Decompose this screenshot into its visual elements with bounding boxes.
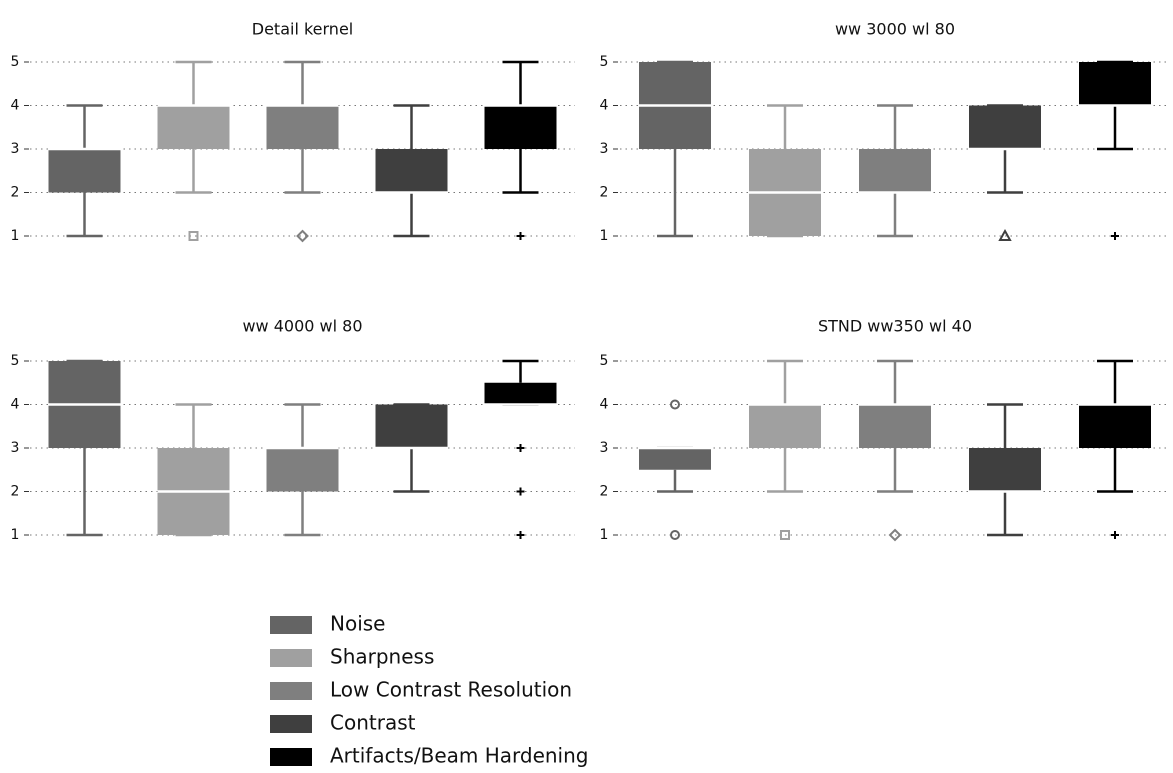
- y-tick-label: 2: [600, 185, 609, 201]
- box: [48, 149, 121, 193]
- outlier: [296, 229, 309, 243]
- box: [484, 105, 557, 149]
- y-tick-label: 3: [600, 440, 609, 456]
- outlier: [516, 487, 525, 496]
- box: [484, 382, 557, 405]
- y-tick-label: 4: [600, 98, 609, 114]
- outlier: [670, 399, 680, 410]
- y-tick-label: 1: [600, 527, 609, 543]
- y-tick-label: 1: [600, 228, 609, 244]
- legend-label: Contrast: [330, 711, 416, 735]
- box: [1079, 404, 1151, 448]
- y-tick-label: 4: [11, 397, 20, 413]
- box: [969, 105, 1041, 149]
- y-tick-label: 5: [600, 54, 609, 70]
- y-tick-label: 5: [600, 353, 609, 369]
- panel-title: ww 3000 wl 80: [835, 20, 955, 39]
- legend-label: Artifacts/Beam Hardening: [330, 744, 589, 768]
- legend-label: Low Contrast Resolution: [330, 678, 572, 702]
- box: [157, 105, 230, 149]
- box: [375, 149, 448, 193]
- y-tick-label: 3: [600, 141, 609, 157]
- legend-label: Sharpness: [330, 645, 434, 669]
- outlier: [888, 528, 902, 542]
- legend-swatch: [270, 649, 312, 667]
- legend-swatch: [270, 682, 312, 700]
- box: [859, 149, 931, 193]
- panel-title: ww 4000 wl 80: [242, 317, 362, 336]
- y-tick-label: 2: [11, 185, 20, 201]
- outlier: [1111, 232, 1119, 240]
- outlier: [516, 531, 525, 539]
- box: [859, 404, 931, 448]
- legend-label: Noise: [330, 612, 385, 636]
- panel-title: STND ww350 wl 40: [818, 317, 972, 336]
- box: [1079, 62, 1151, 106]
- y-tick-label: 2: [600, 484, 609, 500]
- outlier: [670, 530, 680, 540]
- outlier: [780, 530, 790, 540]
- y-tick-label: 1: [11, 527, 20, 543]
- outlier: [516, 444, 525, 452]
- y-tick-label: 1: [11, 228, 20, 244]
- legend-swatch: [270, 748, 312, 766]
- y-tick-label: 5: [11, 54, 20, 70]
- box: [266, 105, 339, 149]
- outlier: [188, 231, 199, 241]
- y-tick-label: 3: [11, 141, 20, 157]
- y-tick-label: 5: [11, 353, 20, 369]
- panel-title: Detail kernel: [252, 20, 353, 39]
- y-tick-label: 4: [600, 397, 609, 413]
- y-tick-label: 2: [11, 484, 20, 500]
- y-tick-label: 3: [11, 440, 20, 456]
- box: [969, 448, 1041, 492]
- legend-swatch: [270, 616, 312, 634]
- outlier: [516, 232, 525, 240]
- outlier: [998, 228, 1012, 241]
- box: [749, 404, 821, 448]
- y-tick-label: 4: [11, 98, 20, 114]
- box: [266, 448, 339, 492]
- box: [375, 404, 448, 448]
- outlier: [1111, 531, 1119, 539]
- legend-swatch: [270, 715, 312, 733]
- box: [639, 448, 711, 470]
